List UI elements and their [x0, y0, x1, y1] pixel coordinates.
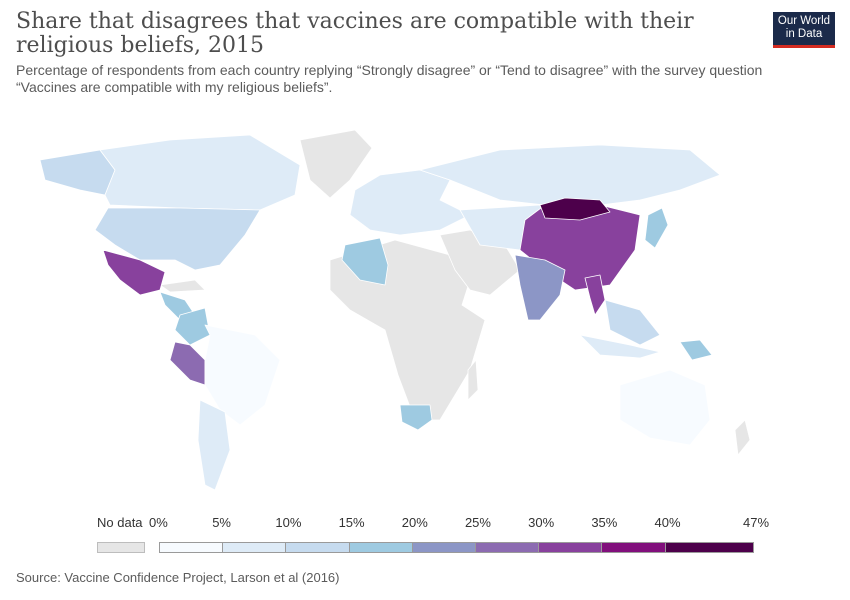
map-algeria[interactable] [341, 237, 389, 286]
logo-line-1: Our World [777, 15, 831, 27]
map-alaska[interactable] [39, 149, 116, 196]
map-mexico[interactable] [102, 249, 166, 296]
legend-nodata-swatch[interactable] [97, 542, 145, 553]
map-madagascar[interactable] [467, 359, 479, 401]
map-papua-new-guinea[interactable] [679, 339, 713, 361]
legend-tick-label: 20% [401, 515, 428, 530]
legend-tick-label: 35% [591, 515, 618, 530]
map-canada[interactable] [99, 134, 301, 211]
map-peru[interactable] [169, 341, 206, 386]
chart-subtitle: Percentage of respondents from each coun… [16, 62, 763, 95]
logo-accent-bar [773, 45, 835, 48]
map-brazil[interactable] [204, 324, 281, 426]
legend-bin-2[interactable] [285, 542, 350, 553]
map-southeast-asia[interactable] [604, 299, 661, 346]
map-greenland[interactable] [299, 129, 373, 199]
map-caribbean[interactable] [159, 279, 206, 293]
map-thailand[interactable] [584, 274, 606, 316]
source-note: Source: Vaccine Confidence Project, Lars… [16, 570, 340, 585]
map-russia[interactable] [419, 144, 721, 206]
map-united-states[interactable] [94, 207, 261, 271]
map-argentina[interactable] [197, 399, 231, 491]
legend-tick-label: 15% [338, 515, 365, 530]
legend-nodata-label: No data [97, 515, 143, 530]
map-australia[interactable] [619, 369, 711, 446]
map-colombia[interactable] [174, 307, 211, 346]
legend-tick-label: 5% [212, 515, 231, 530]
legend-tick-label: 10% [275, 515, 302, 530]
legend-bin-5[interactable] [474, 542, 540, 553]
map-japan[interactable] [644, 207, 669, 249]
legend-bin-7[interactable] [601, 542, 666, 553]
legend-bin-8[interactable] [664, 542, 754, 553]
world-map [39, 129, 751, 491]
map-india[interactable] [514, 254, 566, 321]
logo-line-2: in Data [785, 28, 823, 40]
owid-logo[interactable]: Our World in Data [773, 12, 835, 48]
legend-bin-0[interactable] [159, 542, 224, 553]
legend-tick-label: 30% [528, 515, 555, 530]
legend-bin-4[interactable] [411, 542, 476, 553]
chart-title: Share that disagrees that vaccines are c… [16, 9, 694, 58]
legend-tick-label: 47% [743, 515, 770, 530]
legend-tick-label: 40% [654, 515, 681, 530]
map-indonesia[interactable] [579, 334, 661, 359]
legend-tick-label: 0% [149, 515, 168, 530]
legend-bin-3[interactable] [348, 542, 413, 553]
map-mongolia[interactable] [539, 197, 611, 221]
map-new-zealand[interactable] [734, 419, 751, 456]
map-south-africa[interactable] [399, 404, 433, 431]
legend-tick-label: 25% [464, 515, 491, 530]
legend-bin-6[interactable] [538, 542, 603, 553]
legend-bin-1[interactable] [222, 542, 287, 553]
